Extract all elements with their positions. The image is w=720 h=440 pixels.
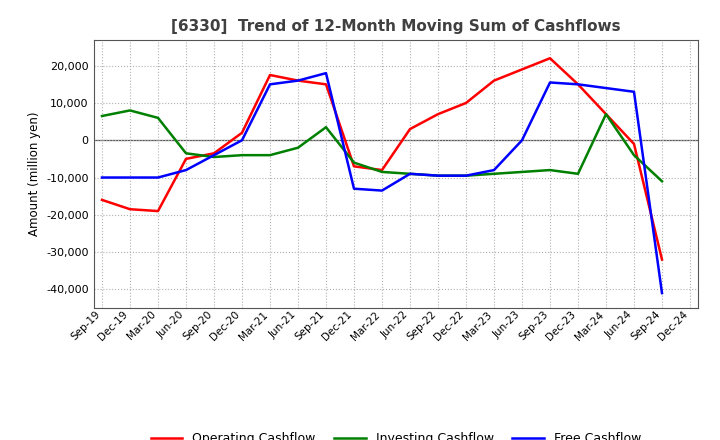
Operating Cashflow [490, 78, 498, 83]
Free Cashflow [153, 175, 162, 180]
Investing Cashflow [546, 168, 554, 173]
Operating Cashflow [98, 197, 107, 202]
Investing Cashflow [574, 171, 582, 176]
Investing Cashflow [405, 171, 414, 176]
Free Cashflow [518, 138, 526, 143]
Free Cashflow [350, 186, 359, 191]
Operating Cashflow [657, 257, 666, 262]
Investing Cashflow [294, 145, 302, 150]
Investing Cashflow [181, 150, 190, 156]
Operating Cashflow [378, 168, 387, 173]
Investing Cashflow [378, 169, 387, 175]
Operating Cashflow [210, 150, 218, 156]
Investing Cashflow [630, 153, 639, 158]
Free Cashflow [574, 82, 582, 87]
Operating Cashflow [153, 209, 162, 214]
Free Cashflow [294, 78, 302, 83]
Investing Cashflow [126, 108, 135, 113]
Free Cashflow [266, 82, 274, 87]
Investing Cashflow [210, 154, 218, 160]
Investing Cashflow [602, 111, 611, 117]
Investing Cashflow [350, 160, 359, 165]
Operating Cashflow [462, 100, 470, 106]
Free Cashflow [433, 173, 442, 178]
Free Cashflow [210, 153, 218, 158]
Operating Cashflow [294, 78, 302, 83]
Free Cashflow [462, 173, 470, 178]
Operating Cashflow [630, 141, 639, 147]
Free Cashflow [602, 85, 611, 91]
Investing Cashflow [433, 173, 442, 178]
Free Cashflow [238, 138, 246, 143]
Operating Cashflow [266, 72, 274, 77]
Investing Cashflow [238, 153, 246, 158]
Line: Operating Cashflow: Operating Cashflow [102, 58, 662, 260]
Free Cashflow [490, 168, 498, 173]
Operating Cashflow [546, 55, 554, 61]
Operating Cashflow [602, 111, 611, 117]
Operating Cashflow [518, 67, 526, 72]
Operating Cashflow [322, 82, 330, 87]
Free Cashflow [126, 175, 135, 180]
Investing Cashflow [657, 179, 666, 184]
Free Cashflow [181, 168, 190, 173]
Free Cashflow [630, 89, 639, 95]
Operating Cashflow [126, 206, 135, 212]
Investing Cashflow [518, 169, 526, 175]
Investing Cashflow [490, 171, 498, 176]
Line: Free Cashflow: Free Cashflow [102, 73, 662, 293]
Operating Cashflow [405, 126, 414, 132]
Free Cashflow [378, 188, 387, 193]
Investing Cashflow [462, 173, 470, 178]
Legend: Operating Cashflow, Investing Cashflow, Free Cashflow: Operating Cashflow, Investing Cashflow, … [146, 427, 646, 440]
Free Cashflow [98, 175, 107, 180]
Free Cashflow [405, 171, 414, 176]
Operating Cashflow [238, 130, 246, 136]
Operating Cashflow [433, 111, 442, 117]
Investing Cashflow [98, 114, 107, 119]
Operating Cashflow [574, 82, 582, 87]
Free Cashflow [657, 290, 666, 296]
Investing Cashflow [153, 115, 162, 121]
Line: Investing Cashflow: Investing Cashflow [102, 110, 662, 181]
Investing Cashflow [266, 153, 274, 158]
Operating Cashflow [350, 164, 359, 169]
Operating Cashflow [181, 156, 190, 161]
Y-axis label: Amount (million yen): Amount (million yen) [27, 112, 40, 236]
Investing Cashflow [322, 125, 330, 130]
Free Cashflow [546, 80, 554, 85]
Title: [6330]  Trend of 12-Month Moving Sum of Cashflows: [6330] Trend of 12-Month Moving Sum of C… [171, 19, 621, 34]
Free Cashflow [322, 70, 330, 76]
